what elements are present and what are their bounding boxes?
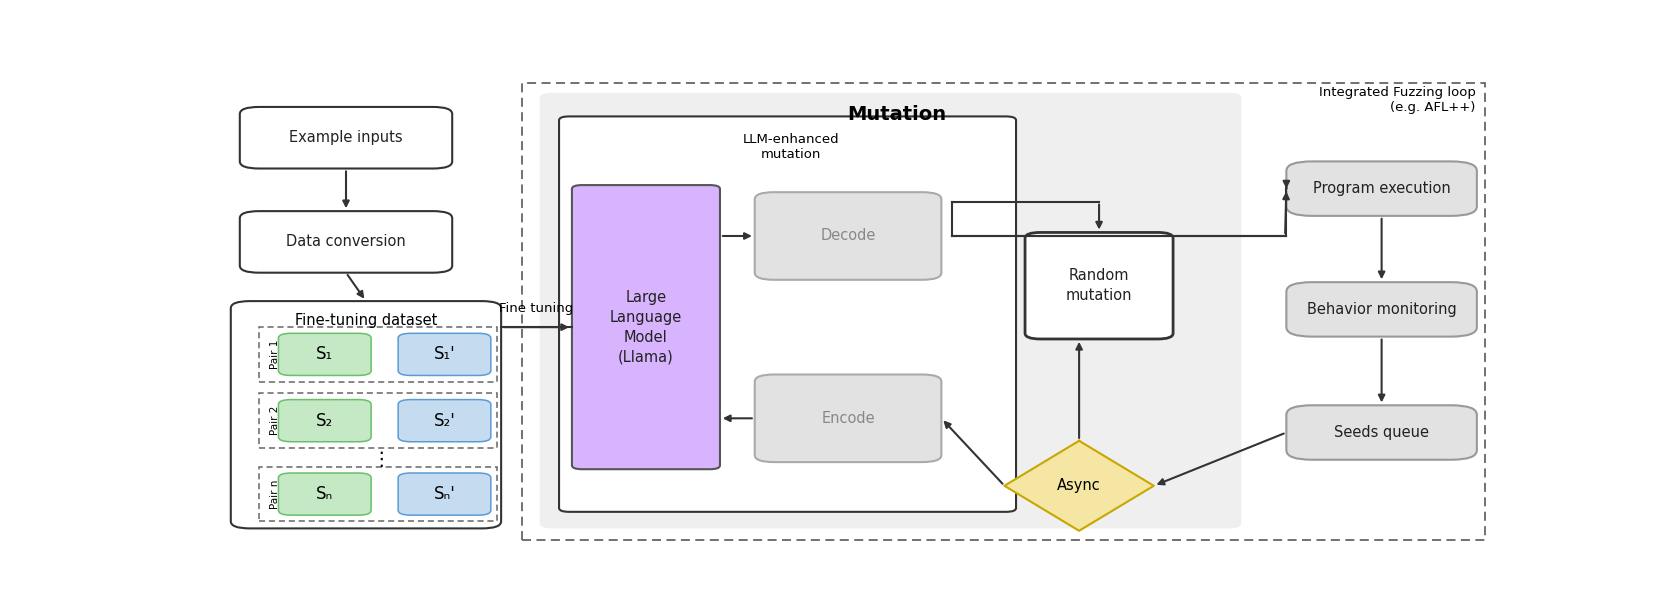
FancyBboxPatch shape	[754, 375, 942, 462]
Polygon shape	[1005, 441, 1154, 531]
FancyBboxPatch shape	[399, 473, 492, 515]
FancyBboxPatch shape	[399, 400, 492, 442]
Text: Fine-tuning dataset: Fine-tuning dataset	[294, 313, 437, 328]
FancyBboxPatch shape	[1286, 405, 1477, 460]
FancyBboxPatch shape	[560, 116, 1017, 512]
Text: Seeds queue: Seeds queue	[1334, 425, 1428, 440]
Text: Pair 2: Pair 2	[269, 406, 279, 435]
FancyBboxPatch shape	[279, 333, 370, 375]
Text: Pair n: Pair n	[269, 479, 279, 509]
Text: Async: Async	[1058, 478, 1101, 493]
Text: Sₙ: Sₙ	[316, 485, 334, 503]
Text: Integrated Fuzzing loop
(e.g. AFL++): Integrated Fuzzing loop (e.g. AFL++)	[1319, 85, 1475, 114]
Text: S₂: S₂	[316, 411, 334, 430]
FancyBboxPatch shape	[540, 93, 1241, 528]
Text: Mutation: Mutation	[847, 105, 945, 124]
Text: Fine tuning: Fine tuning	[500, 303, 573, 315]
FancyBboxPatch shape	[279, 473, 370, 515]
FancyBboxPatch shape	[239, 107, 452, 169]
Text: Program execution: Program execution	[1312, 181, 1450, 196]
Bar	[259, 394, 497, 448]
Text: ⋮: ⋮	[372, 450, 390, 469]
Text: Example inputs: Example inputs	[289, 130, 404, 145]
FancyBboxPatch shape	[571, 185, 719, 469]
Text: Random
mutation: Random mutation	[1066, 268, 1133, 303]
FancyBboxPatch shape	[399, 333, 492, 375]
Text: Sₙ': Sₙ'	[434, 485, 455, 503]
FancyBboxPatch shape	[1286, 161, 1477, 216]
Bar	[259, 327, 497, 381]
Bar	[259, 467, 497, 522]
FancyBboxPatch shape	[231, 301, 502, 528]
Text: Decode: Decode	[821, 229, 875, 244]
Text: Behavior monitoring: Behavior monitoring	[1307, 302, 1457, 317]
Text: S₁': S₁'	[434, 346, 455, 363]
Bar	[522, 83, 1485, 540]
FancyBboxPatch shape	[754, 192, 942, 280]
Text: Large
Language
Model
(Llama): Large Language Model (Llama)	[610, 290, 683, 364]
FancyBboxPatch shape	[279, 400, 370, 442]
FancyBboxPatch shape	[239, 211, 452, 272]
FancyBboxPatch shape	[1286, 282, 1477, 336]
Text: Data conversion: Data conversion	[286, 234, 405, 250]
Text: Encode: Encode	[821, 411, 875, 426]
Text: LLM-enhanced
mutation: LLM-enhanced mutation	[742, 133, 839, 161]
Text: S₁: S₁	[316, 346, 334, 363]
Text: Pair 1: Pair 1	[269, 339, 279, 369]
FancyBboxPatch shape	[1025, 232, 1173, 339]
Text: S₂': S₂'	[434, 411, 455, 430]
